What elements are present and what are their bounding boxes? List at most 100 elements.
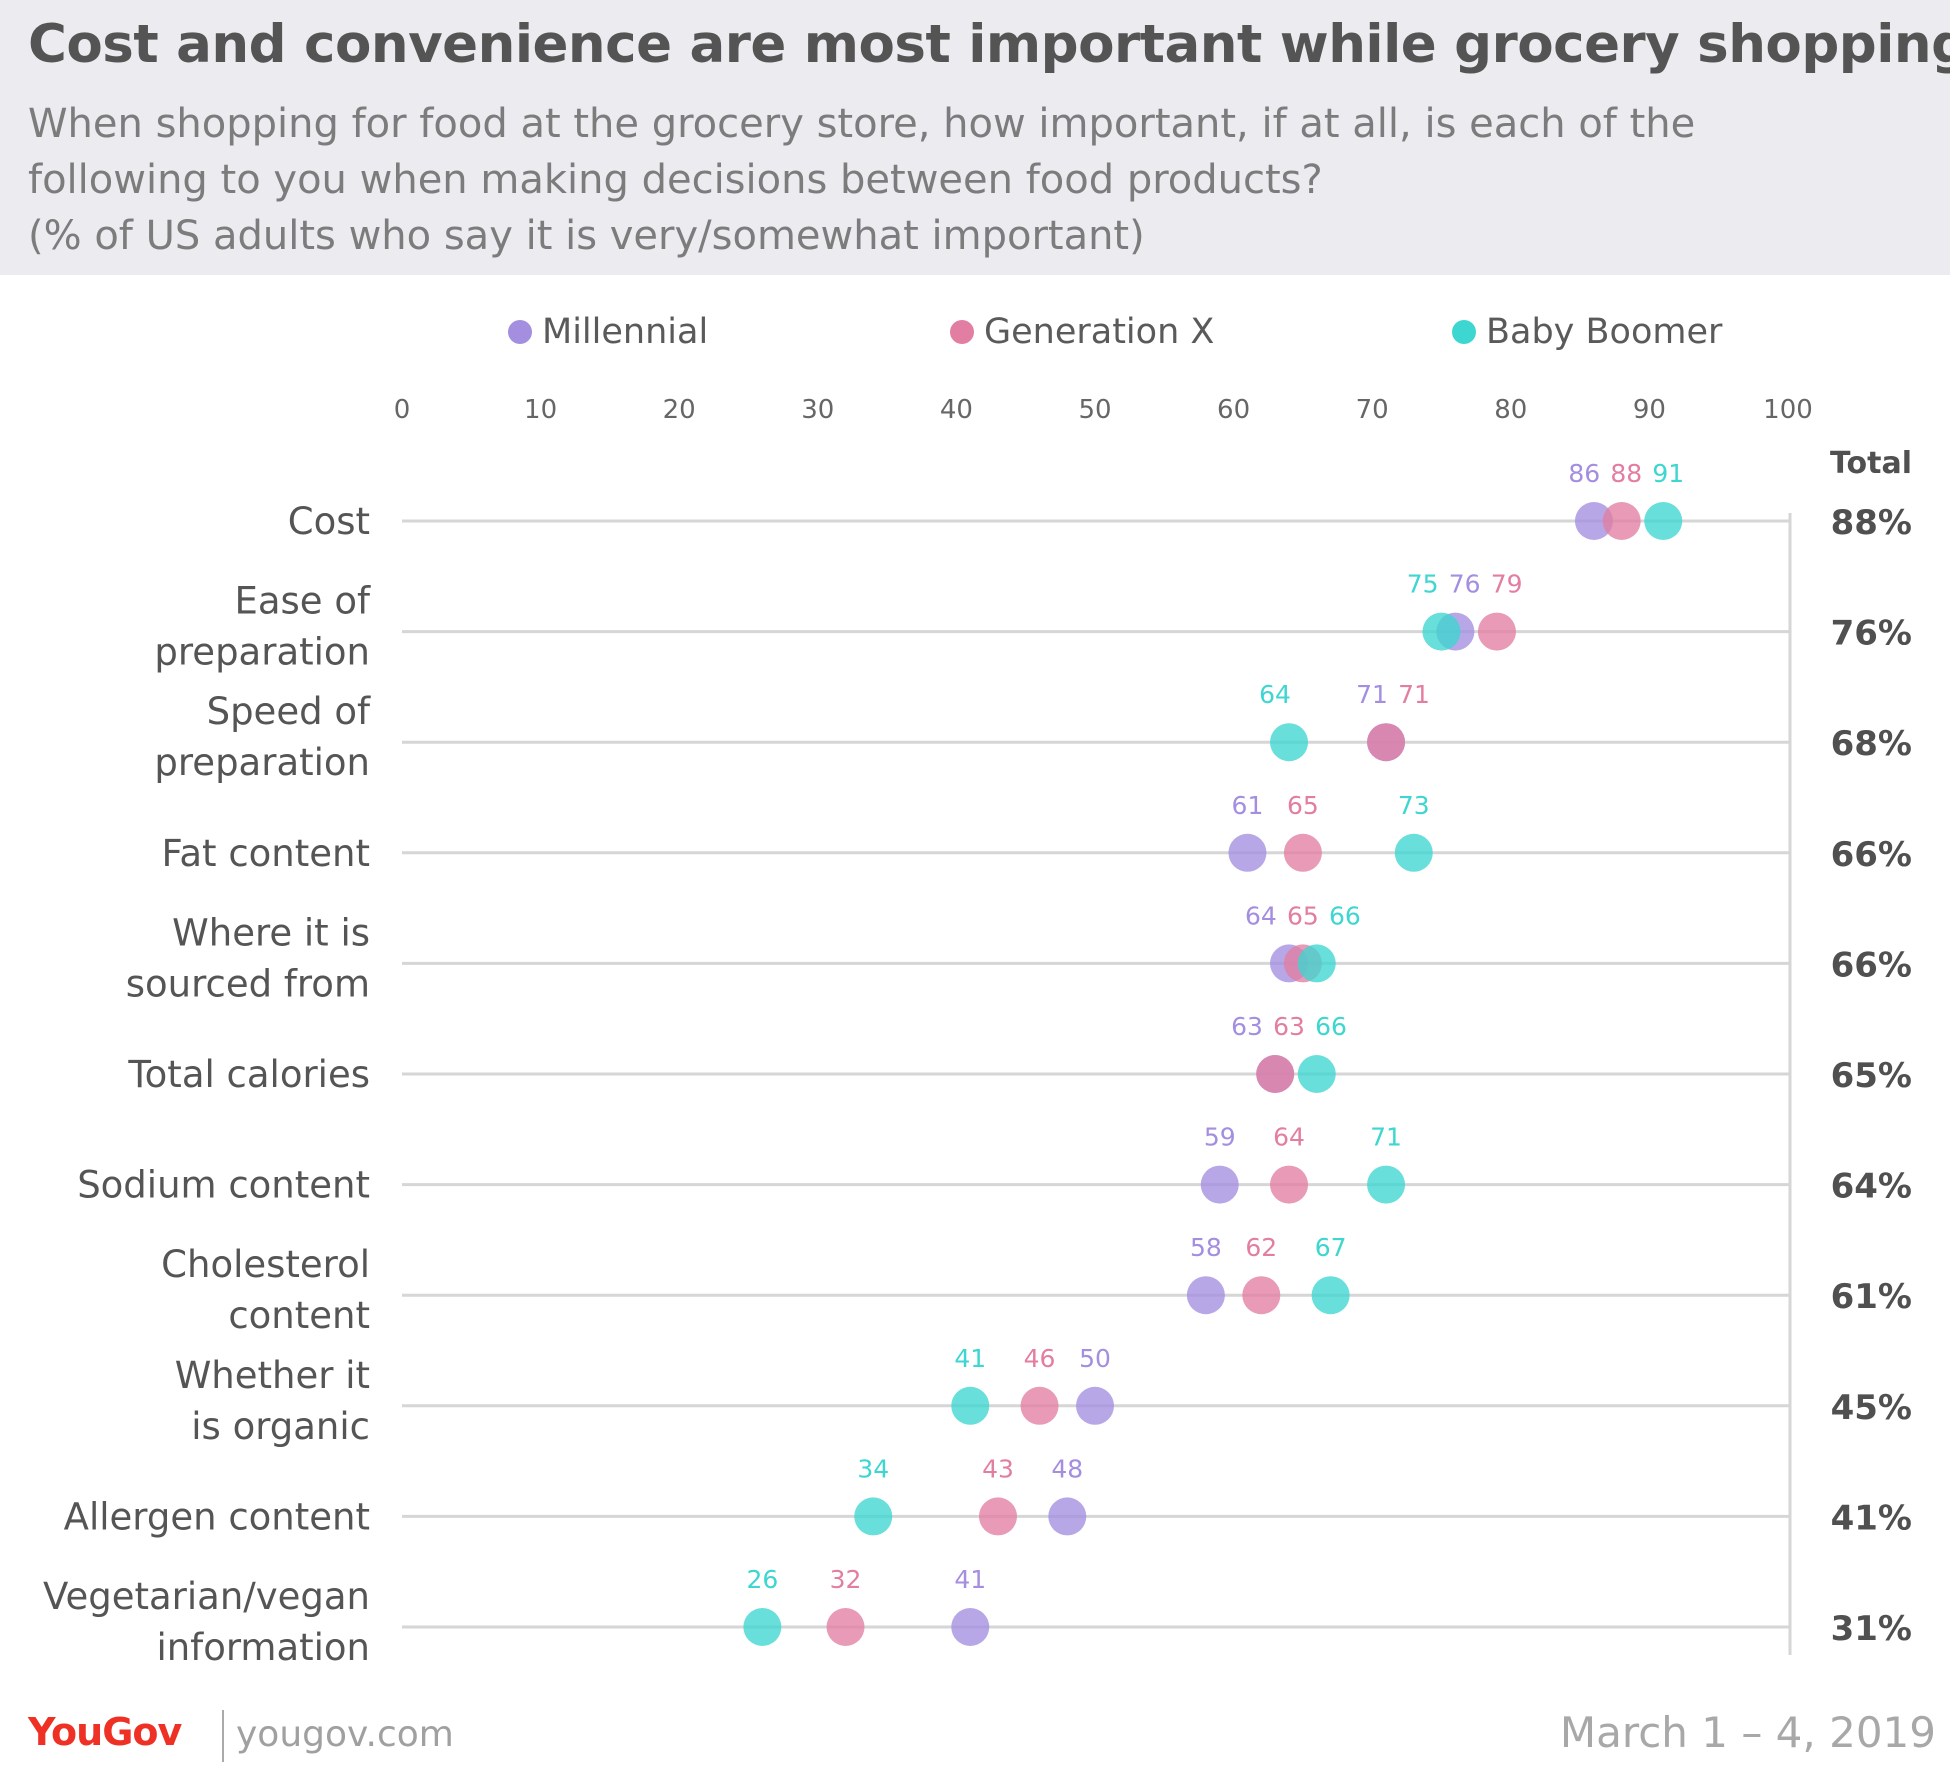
millennial-value-label: 58	[1190, 1233, 1222, 1262]
millennial-dot	[1076, 1386, 1114, 1425]
generation-x-dot	[1602, 502, 1641, 540]
generation-x-value-label: 43	[982, 1454, 1014, 1483]
x-tick-label: 90	[1633, 395, 1666, 425]
baby-boomer-value-label: 66	[1329, 901, 1361, 930]
generation-x-dot	[1477, 612, 1516, 651]
category-label: Cholesterol	[161, 1243, 370, 1286]
baby-boomer-dot	[951, 1386, 990, 1425]
category-label: sourced from	[126, 962, 370, 1005]
x-tick-label: 0	[394, 395, 411, 425]
subtitle-line: When shopping for food at the grocery st…	[28, 101, 1696, 147]
millennial-dot	[1048, 1497, 1087, 1536]
category-label: preparation	[154, 741, 370, 784]
footer-site-link[interactable]: yougov.com	[236, 1714, 454, 1755]
subtitle-line: (% of US adults who say it is very/somew…	[28, 213, 1145, 259]
footer-date: March 1 – 4, 2019	[1559, 1708, 1936, 1757]
generation-x-dot	[978, 1497, 1017, 1536]
x-tick-label: 70	[1356, 395, 1389, 425]
generation-x-value-label: 65	[1287, 901, 1319, 930]
total-value: 45%	[1831, 1388, 1912, 1428]
baby-boomer-value-label: 73	[1398, 791, 1430, 820]
millennial-value-label: 71	[1356, 680, 1388, 709]
generation-x-value-label: 79	[1491, 570, 1523, 599]
x-tick-label: 10	[524, 395, 557, 425]
millennial-value-label: 59	[1204, 1123, 1236, 1152]
category-label: Cost	[288, 500, 370, 543]
chart-subtitle: When shopping for food at the grocery st…	[28, 96, 1928, 264]
generation-x-dot	[826, 1608, 865, 1646]
category-label: Ease of	[234, 580, 370, 623]
total-value: 41%	[1831, 1498, 1912, 1538]
baby-boomer-dot	[1297, 1055, 1336, 1093]
category-label: Vegetarian/vegan	[43, 1575, 370, 1618]
millennial-dot	[1200, 1165, 1239, 1204]
millennial-value-label: 50	[1079, 1344, 1111, 1373]
baby-boomer-dot	[1367, 1165, 1406, 1204]
category-label: Where it is	[172, 911, 370, 954]
millennial-dot	[1574, 502, 1613, 540]
total-header: Total	[1830, 446, 1912, 481]
x-tick-label: 20	[663, 395, 696, 425]
category-label: Total calories	[127, 1053, 370, 1096]
baby-boomer-value-label: 67	[1315, 1233, 1347, 1262]
generation-x-dot	[1242, 1276, 1281, 1315]
total-value: 61%	[1831, 1277, 1912, 1317]
baby-boomer-value-label: 71	[1370, 1123, 1402, 1152]
generation-x-dot	[1283, 833, 1322, 872]
legend-label-baby-boomer: Baby Boomer	[1486, 312, 1723, 352]
millennial-value-label: 76	[1449, 570, 1481, 599]
baby-boomer-dot	[1644, 502, 1683, 540]
baby-boomer-dot	[743, 1608, 782, 1646]
baby-boomer-dot	[854, 1497, 893, 1536]
generation-x-dot	[1270, 1165, 1309, 1204]
baby-boomer-dot	[1422, 612, 1461, 651]
x-tick-label: 30	[801, 395, 834, 425]
legend-item-generation-x: Generation X	[950, 308, 1214, 356]
millennial-dot	[1228, 833, 1267, 872]
baby-boomer-value-label: 26	[746, 1565, 778, 1594]
generation-x-value-label: 71	[1398, 680, 1430, 709]
subtitle-line: following to you when making decisions b…	[28, 157, 1323, 203]
baby-boomer-dot	[1311, 1276, 1350, 1315]
category-label: content	[228, 1294, 370, 1337]
millennial-value-label: 48	[1051, 1454, 1083, 1483]
baby-boomer-value-label: 91	[1652, 459, 1684, 488]
category-label: Whether it	[175, 1354, 370, 1397]
x-tick-label: 100	[1763, 395, 1813, 425]
total-value: 68%	[1831, 724, 1912, 764]
chart-title: Cost and convenience are most important …	[28, 14, 1950, 75]
total-value: 31%	[1831, 1609, 1912, 1649]
millennial-dot	[1186, 1276, 1225, 1315]
category-label: Speed of	[207, 690, 371, 733]
total-value: 64%	[1831, 1167, 1912, 1207]
category-label: preparation	[154, 631, 370, 674]
legend-item-baby-boomer: Baby Boomer	[1452, 308, 1722, 356]
x-tick-label: 60	[1217, 395, 1250, 425]
legend-dot-baby-boomer	[1452, 320, 1476, 344]
baby-boomer-dot	[1394, 833, 1433, 872]
baby-boomer-value-label: 75	[1407, 570, 1439, 599]
generation-x-dot	[1020, 1386, 1059, 1425]
total-value: 88%	[1831, 503, 1912, 543]
total-value: 66%	[1831, 945, 1912, 985]
x-tick-label: 50	[1078, 395, 1111, 425]
header-banner: Cost and convenience are most important …	[0, 0, 1950, 275]
generation-x-value-label: 88	[1610, 459, 1642, 488]
category-label: information	[156, 1626, 370, 1669]
legend-item-millennial: Millennial	[508, 308, 708, 356]
yougov-logo: YouGov	[28, 1710, 182, 1754]
legend-label-generation-x: Generation X	[984, 312, 1215, 352]
millennial-dot	[951, 1608, 990, 1646]
legend-dot-millennial	[508, 320, 532, 344]
legend-label-millennial: Millennial	[542, 312, 709, 352]
generation-x-value-label: 63	[1273, 1012, 1305, 1041]
baby-boomer-value-label: 41	[954, 1344, 986, 1373]
generation-x-value-label: 65	[1287, 791, 1319, 820]
footer-divider	[222, 1710, 224, 1762]
category-label: Allergen content	[64, 1495, 370, 1538]
baby-boomer-dot	[1297, 944, 1336, 983]
generation-x-dot	[1256, 1055, 1295, 1093]
x-tick-label: 80	[1494, 395, 1527, 425]
baby-boomer-value-label: 64	[1259, 680, 1291, 709]
generation-x-value-label: 64	[1273, 1123, 1305, 1152]
